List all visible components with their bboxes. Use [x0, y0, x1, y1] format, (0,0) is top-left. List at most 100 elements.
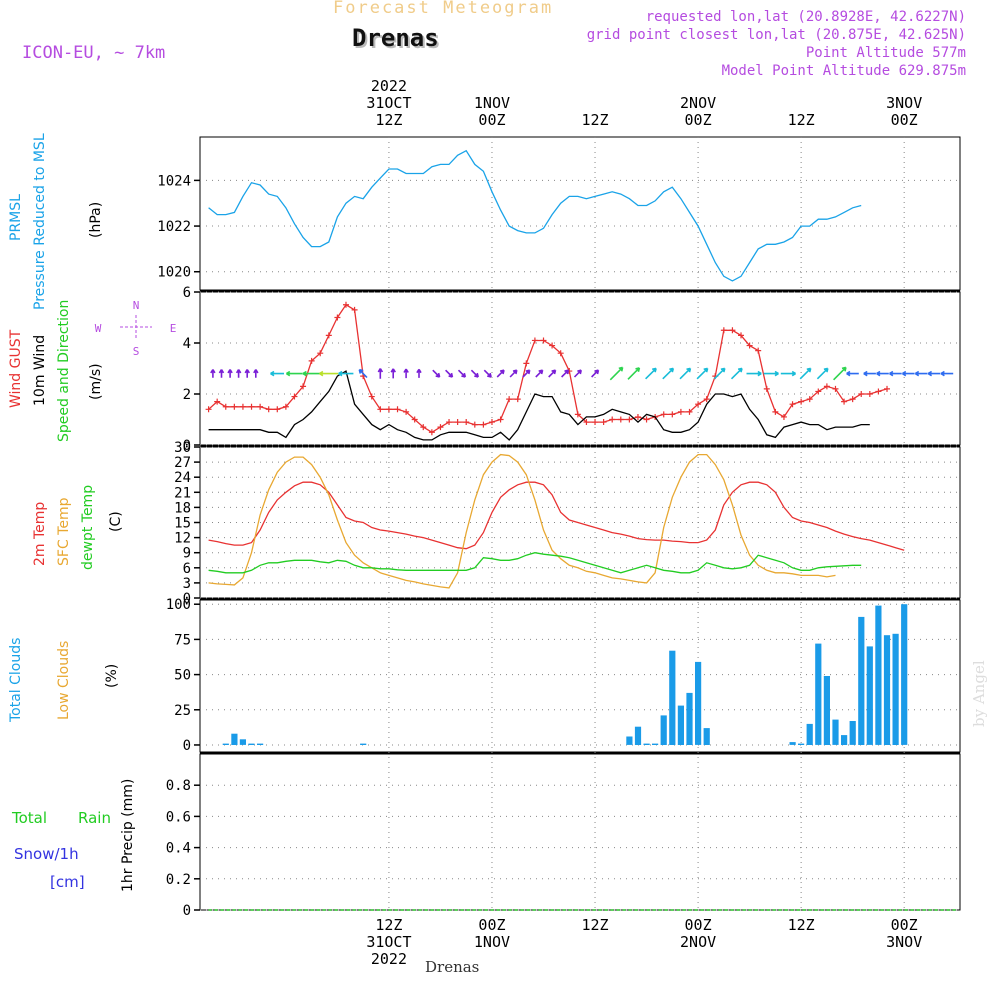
gust-marker: [531, 337, 538, 344]
pressure-name-label: PRMSL: [8, 194, 24, 241]
wind-direction-arrow: [901, 370, 915, 377]
model-altitude: Model Point Altitude 629.875m: [721, 63, 966, 79]
gust-marker: [420, 424, 427, 431]
cloud-bar: [626, 736, 633, 745]
gust-marker: [351, 306, 358, 313]
wind-line: [208, 370, 870, 441]
gust-marker: [514, 396, 521, 403]
cloud-bar: [686, 692, 693, 745]
compass-cross: [120, 315, 152, 339]
gust-marker: [488, 419, 495, 426]
gust-marker: [437, 424, 444, 431]
gust-marker: [617, 416, 624, 423]
gust-marker: [506, 396, 513, 403]
gust-marker: [342, 301, 349, 308]
gust-marker: [763, 385, 770, 392]
y-tick-label: 0: [183, 738, 191, 754]
gust-marker: [257, 403, 264, 410]
cloud-bar: [883, 635, 891, 745]
y-tick-label: 12: [174, 531, 191, 547]
wind-direction-arrow: [496, 369, 505, 378]
total-rain-label-b: Rain: [78, 809, 111, 827]
wind-direction-arrow: [522, 369, 531, 378]
bottom-time-label: 2NOV: [680, 933, 716, 951]
credit-watermark: by Angel: [970, 660, 988, 727]
top-time-label: 3NOV: [886, 94, 922, 112]
gust-marker: [446, 419, 453, 426]
gust-marker: [385, 406, 392, 413]
wind-direction-arrow: [483, 369, 492, 378]
gust-marker: [677, 408, 684, 415]
wind-direction-arrow: [218, 369, 225, 378]
y-tick-label: 0: [183, 591, 191, 607]
wind-direction-arrow: [645, 367, 657, 380]
gust-marker: [841, 398, 848, 405]
gust-marker: [377, 406, 384, 413]
y-tick-label: 25: [174, 703, 191, 719]
y-tick-label: 75: [174, 632, 191, 648]
gust-marker: [669, 411, 676, 418]
compass-north: N: [133, 299, 140, 312]
gust-marker: [428, 429, 435, 436]
wind-direction-arrow: [833, 366, 847, 381]
y-tick-label: 6: [183, 561, 191, 577]
gust-marker: [334, 314, 341, 321]
cloud-bar: [815, 643, 822, 745]
gust-marker: [609, 416, 616, 423]
gust-marker: [583, 419, 590, 426]
cloud-bar: [806, 723, 813, 745]
wind-direction-arrow: [338, 370, 354, 377]
cloud-bar: [901, 604, 908, 745]
model-label: ICON-EU, ~ 7km: [22, 43, 166, 63]
gust-marker: [205, 406, 212, 413]
cloud-bar: [248, 743, 255, 745]
precip-axis-label: 1hr Precip (mm): [120, 778, 136, 892]
wind-direction-arrow: [609, 366, 624, 381]
y-tick-label: 100: [166, 597, 191, 613]
y-tick-label: 0.6: [166, 809, 191, 825]
wind-label: 10m Wind: [32, 334, 48, 406]
dewpt-line: [208, 552, 862, 574]
product-title: Forecast Meteogram: [333, 0, 554, 18]
y-tick-label: 21: [174, 485, 191, 501]
y-tick-label: 4: [183, 336, 191, 352]
wind-direction-arrow: [432, 369, 441, 378]
gust-marker: [394, 406, 401, 413]
gust-marker: [858, 391, 865, 397]
cloud-bar: [695, 661, 702, 745]
wind-direction-arrow: [302, 370, 321, 377]
wind-direction-arrow: [358, 368, 368, 379]
y-tick-label: 0.4: [166, 841, 191, 857]
gust-marker: [695, 401, 702, 408]
cloud-bar: [823, 676, 830, 745]
cloud-bar: [892, 633, 899, 745]
cloud-bar: [703, 728, 710, 745]
bottom-time-label: 00Z: [478, 916, 505, 934]
gust-marker: [222, 403, 229, 410]
snow-label: Snow/1h: [14, 845, 79, 863]
point-altitude: Point Altitude 577m: [805, 45, 966, 61]
gridpoint-coords: grid point closest lon,lat (20.875E, 42.…: [586, 27, 966, 43]
gust-marker: [214, 398, 221, 405]
temp2m-line: [208, 481, 905, 551]
gust-marker: [875, 388, 882, 395]
gust-marker: [471, 421, 478, 428]
cloud-bar: [669, 650, 676, 745]
pressure-desc-label: Pressure Reduced to MSL: [32, 133, 48, 310]
gust-label: Wind GUST: [8, 329, 24, 408]
bottom-time-label: 31OCT: [366, 933, 411, 951]
cloud-bar: [875, 605, 882, 745]
gust-marker: [574, 411, 581, 418]
wind-direction-arrow: [470, 369, 479, 378]
gust-marker: [789, 401, 796, 408]
cloud-bar: [360, 743, 367, 745]
wind-direction-arrow: [914, 370, 928, 377]
y-tick-label: 30: [174, 440, 191, 456]
wind-direction-arrow: [876, 370, 889, 377]
bottom-time-label: 12Z: [581, 916, 608, 934]
gust-marker: [660, 411, 667, 418]
y-tick-label: 24: [174, 470, 191, 486]
gust-marker: [282, 403, 289, 410]
cloud-bar: [257, 743, 264, 745]
top-time-label: 2022: [371, 77, 407, 95]
